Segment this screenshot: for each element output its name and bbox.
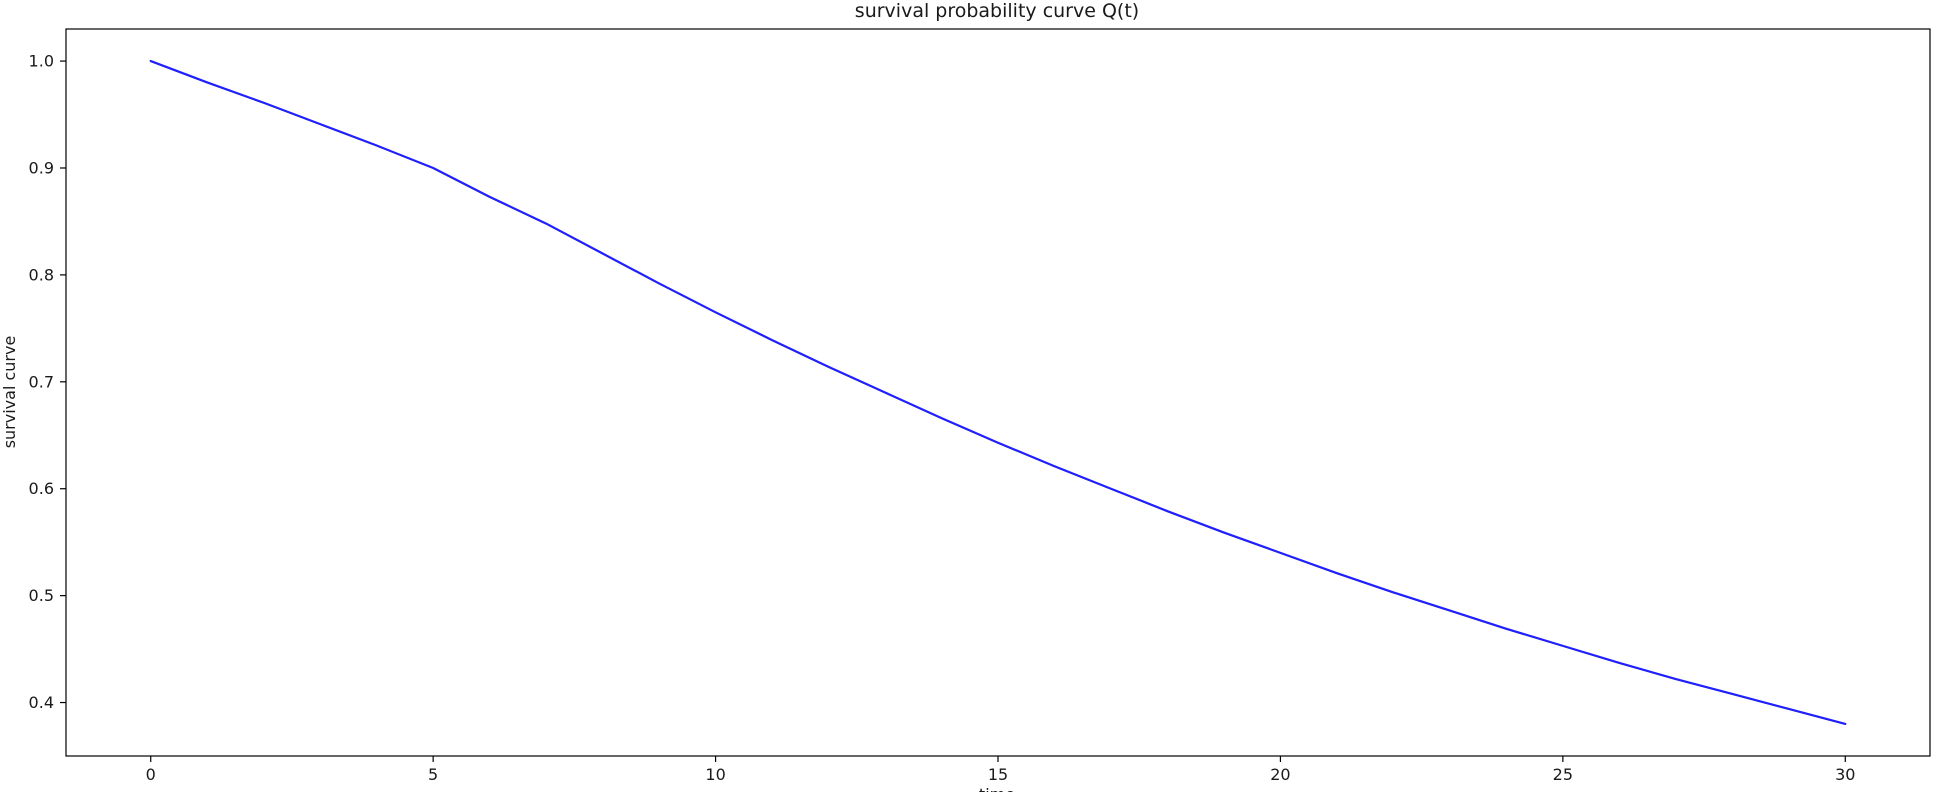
x-tick-label: 20	[1270, 765, 1290, 784]
plot-area: 0 5 10 15 20 25 30 0.4 0.5 0.6 0.7 0.8 0.9 1.0	[29, 28, 1931, 784]
y-tick-label: 0.9	[29, 158, 54, 177]
y-tick-label: 0.4	[29, 693, 54, 712]
y-tick-label: 0.5	[29, 586, 54, 605]
y-tick-label: 0.6	[29, 479, 54, 498]
y-tick-label: 0.8	[29, 265, 54, 284]
series-line-0	[149, 59, 1847, 726]
x-tick-label: 30	[1835, 765, 1855, 784]
x-tick-label: 25	[1553, 765, 1573, 784]
x-tick-label: 0	[146, 765, 156, 784]
x-tick-label: 5	[428, 765, 438, 784]
x-axis-label: time	[979, 785, 1015, 792]
y-axis-label: survival curve	[0, 336, 19, 449]
y-tick-label: 1.0	[29, 52, 54, 71]
x-tick-label: 15	[988, 765, 1008, 784]
x-tick-label: 10	[705, 765, 725, 784]
chart-title: survival probability curve Q(t)	[855, 0, 1139, 22]
y-tick-label: 0.7	[29, 372, 54, 391]
